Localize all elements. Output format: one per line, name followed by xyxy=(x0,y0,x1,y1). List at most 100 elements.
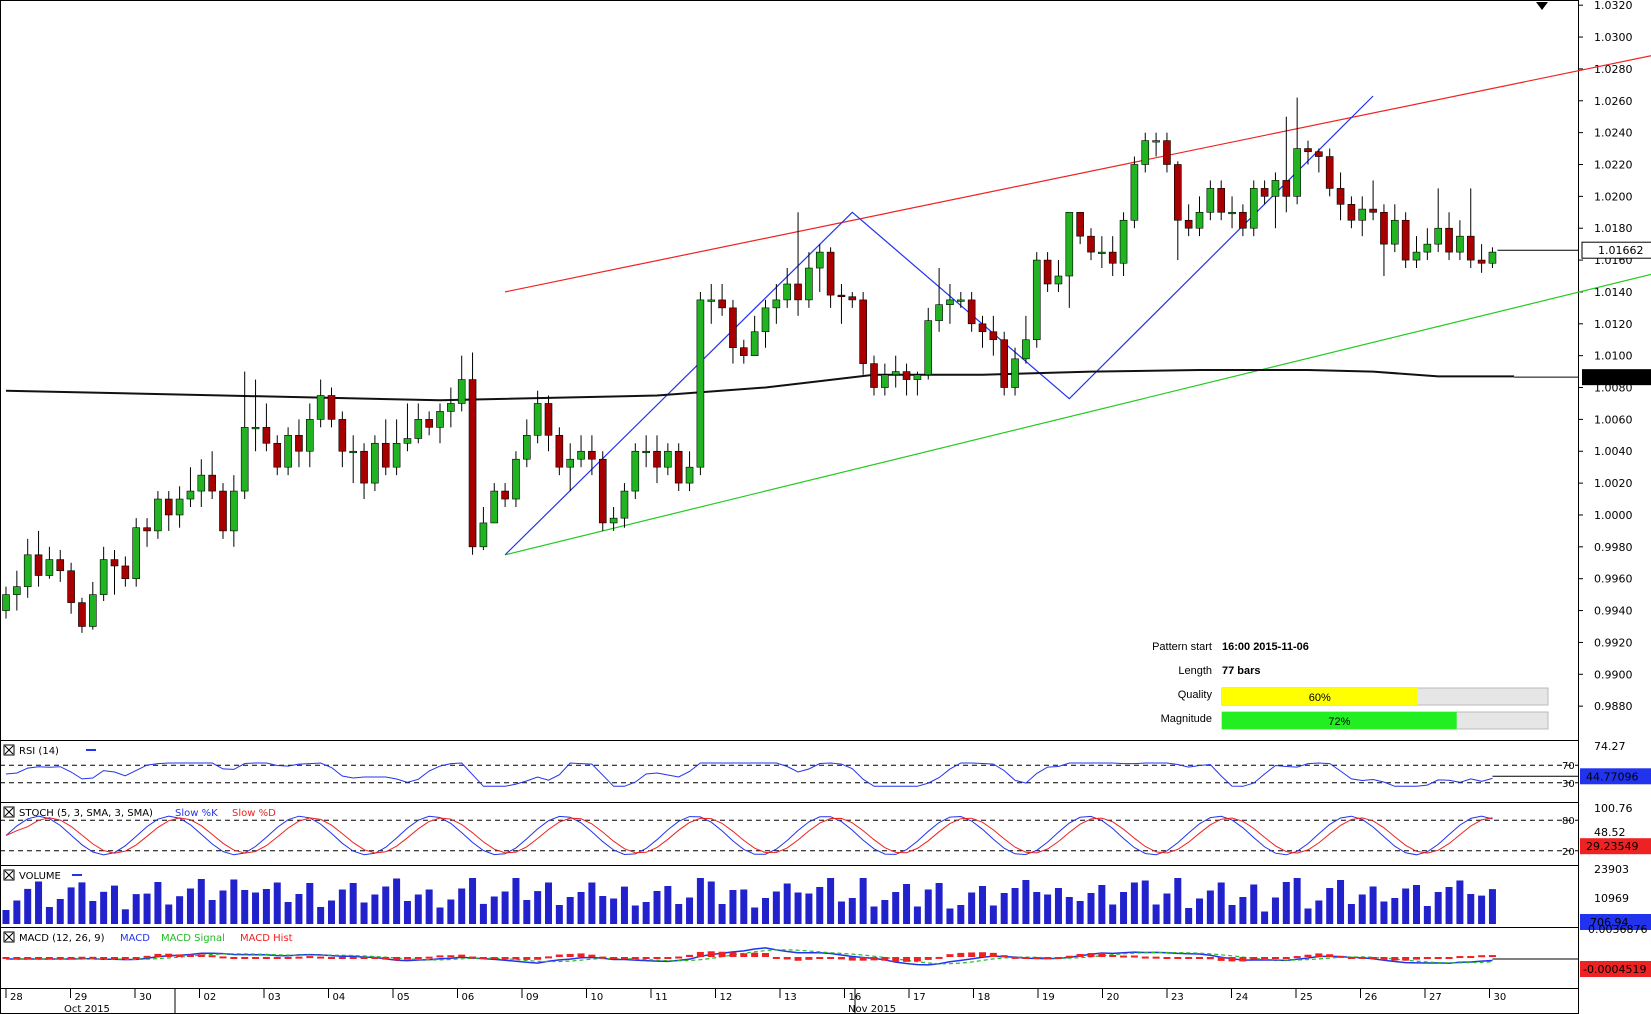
month-label-nov: Nov 2015 xyxy=(848,1004,896,1014)
y-tick-label: 1.0200 xyxy=(1594,190,1633,203)
y-tick-label: 1.0180 xyxy=(1594,222,1633,235)
macd-hist-bar xyxy=(772,956,780,959)
macd-hist-bar xyxy=(1054,957,1062,959)
volume-bar xyxy=(1456,880,1464,924)
macd-hist-bar xyxy=(89,956,97,959)
volume-bar xyxy=(176,896,184,924)
volume-bar xyxy=(1196,898,1203,924)
candle-body xyxy=(891,371,900,376)
macd-hist-bar xyxy=(78,956,86,959)
candle-body xyxy=(609,517,618,524)
volume-bar xyxy=(1271,897,1279,924)
y-tick-label: 1.0140 xyxy=(1594,286,1633,299)
macd-hist-bar xyxy=(1250,957,1258,960)
candle-body xyxy=(837,294,846,298)
stoch-last-label: 29.23549 xyxy=(1586,840,1639,853)
candle-body xyxy=(240,427,249,492)
volume-bar xyxy=(1130,882,1138,924)
y-tick-label: 0.9940 xyxy=(1594,605,1633,618)
candle-body xyxy=(468,379,477,548)
candle-body xyxy=(555,435,564,468)
volume-bar xyxy=(1402,888,1410,924)
macd-hist-bar xyxy=(208,955,216,958)
candle-body xyxy=(1380,211,1388,245)
macd-hist-bar xyxy=(1478,955,1486,958)
macd-hist-bar xyxy=(165,953,173,957)
candle-body xyxy=(457,379,466,404)
x-tick-label: 26 xyxy=(1365,992,1378,1003)
candle-body xyxy=(1130,164,1139,221)
volume-bar xyxy=(1326,888,1334,924)
x-tick-label: 17 xyxy=(913,992,926,1003)
stoch-mid-label: 48.52 xyxy=(1594,826,1626,839)
candle-body xyxy=(739,347,748,356)
volume-bar xyxy=(1369,886,1377,924)
rsi-top-label: 74.27 xyxy=(1594,740,1626,753)
candle-body xyxy=(425,419,433,428)
volume-bar xyxy=(675,904,683,924)
volume-bar xyxy=(610,898,618,924)
candle-body xyxy=(1239,211,1247,229)
candle-body xyxy=(826,251,835,296)
candle-body xyxy=(392,442,401,468)
volume-bar xyxy=(56,899,64,924)
stoch-top-label: 100.76 xyxy=(1594,802,1633,815)
rsi-collapse-x xyxy=(4,745,14,755)
volume-bar xyxy=(989,905,997,924)
volume-bar xyxy=(284,902,292,924)
macd-hist-bar xyxy=(729,952,737,957)
candle-body xyxy=(1412,251,1421,261)
last-price-box xyxy=(1581,241,1651,259)
candle-body xyxy=(512,458,520,500)
volume-bar xyxy=(1337,880,1345,924)
resistance-line xyxy=(504,55,1651,293)
candle-body xyxy=(1282,180,1291,197)
x-tick-label: 09 xyxy=(526,992,539,1003)
macd-line xyxy=(6,947,1493,966)
candle-body xyxy=(1358,208,1367,221)
candle-body xyxy=(1271,180,1280,197)
volume-bar xyxy=(317,907,325,924)
macd-hist-bar xyxy=(338,957,346,959)
candle-body xyxy=(1152,140,1160,143)
volume-bar xyxy=(349,883,357,924)
candle-body xyxy=(1087,235,1095,253)
volume-bar xyxy=(566,897,574,924)
rsi-last-box xyxy=(1580,768,1651,785)
candle-body xyxy=(230,490,238,532)
volume-bar xyxy=(642,902,650,924)
volume-bar xyxy=(219,890,227,924)
candle-body xyxy=(327,395,336,420)
volume-bar xyxy=(1380,901,1388,924)
candle-body xyxy=(544,403,553,436)
volume-bar xyxy=(783,883,791,924)
macd-hist-bar xyxy=(1163,957,1171,959)
x-tick-label: 29 xyxy=(75,992,88,1003)
candle-body xyxy=(99,559,108,595)
x-tick-label: 11 xyxy=(655,992,668,1003)
volume-bars xyxy=(2,878,1496,924)
volume-top-label: 23903 xyxy=(1594,863,1629,876)
macd-hist-bar xyxy=(1087,953,1095,957)
y-tick-label: 1.0280 xyxy=(1594,63,1633,76)
macd-hist-bar xyxy=(631,957,639,959)
macd-hist-bar xyxy=(1011,956,1019,959)
volume-collapse-x xyxy=(4,870,14,880)
magnitude-value: 72% xyxy=(1328,716,1350,728)
candle-body xyxy=(1206,188,1215,213)
macd-hist-bar xyxy=(816,957,824,959)
quality-bar-fill xyxy=(1222,688,1418,705)
macd-hist-bar xyxy=(610,957,618,959)
candle-body xyxy=(685,466,694,484)
candle-body xyxy=(1217,188,1225,213)
rsi-level-30-label: 30 xyxy=(1562,779,1575,790)
volume-mid-label: 10969 xyxy=(1594,892,1629,905)
candle-body xyxy=(1141,140,1150,165)
candle-body xyxy=(664,450,672,468)
volume-bar xyxy=(1163,893,1171,924)
quality-label: Quality xyxy=(1178,689,1213,701)
volume-bar xyxy=(805,893,813,924)
candle-body xyxy=(577,450,585,460)
